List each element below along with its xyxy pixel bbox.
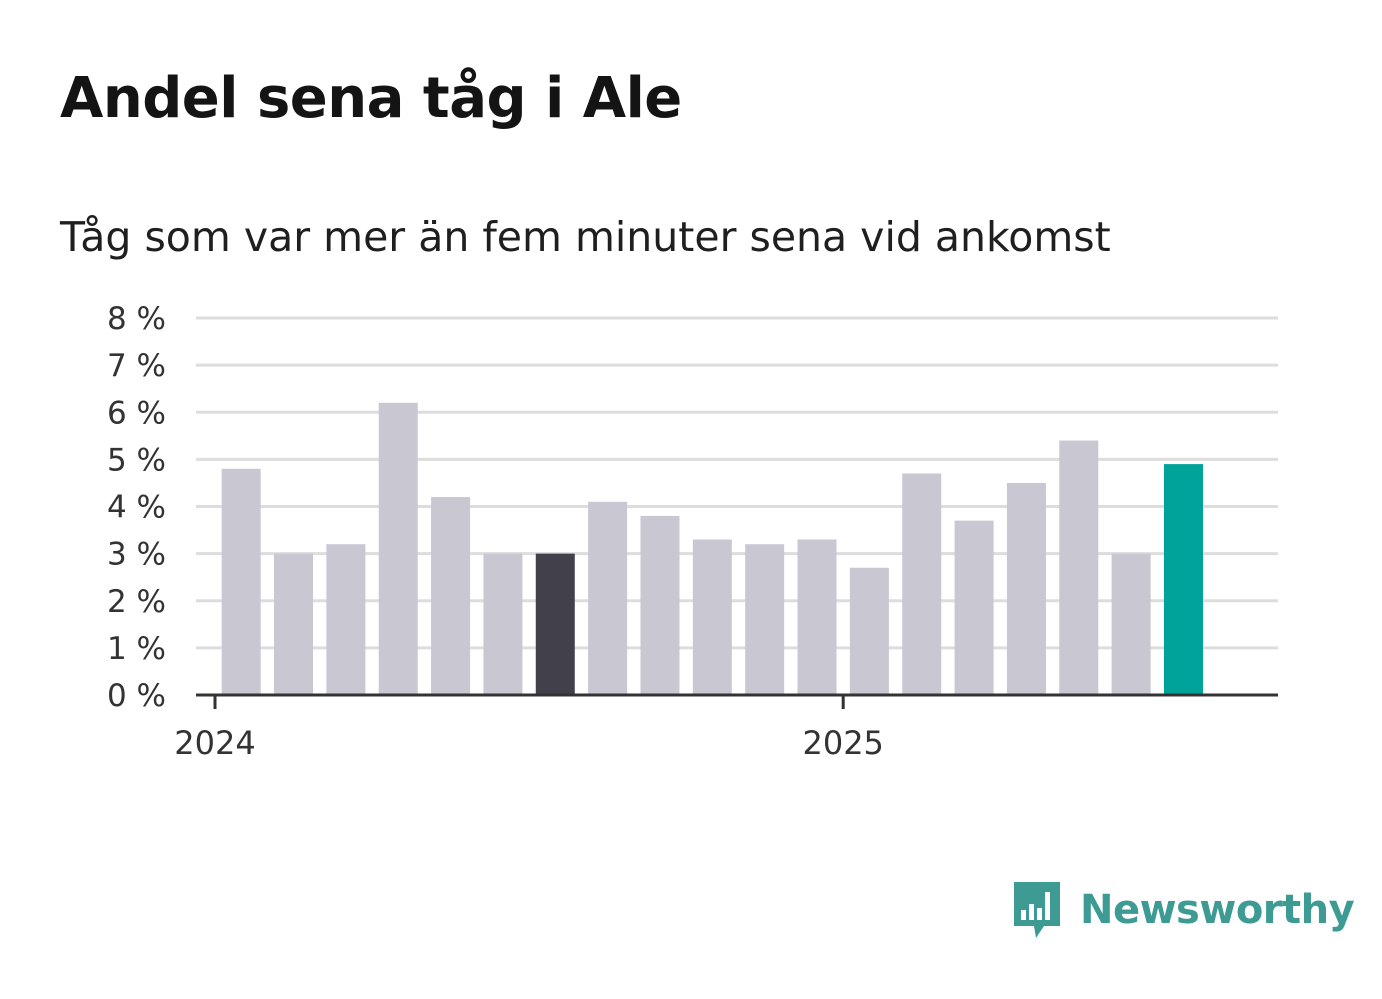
bar-2025-06: [1111, 553, 1151, 695]
y-tick-label: 8 %: [107, 301, 166, 337]
y-tick-label: 6 %: [107, 395, 166, 431]
bar-2024-10: [692, 539, 732, 695]
bar-2024-07: [535, 553, 575, 695]
bar-2024-12: [797, 539, 837, 695]
y-tick-label: 1 %: [107, 631, 166, 667]
bars: [221, 402, 1203, 695]
axis-labels: 0 % 1 % 2 % 3 % 4 % 5 % 6 % 7 % 8 % 2024 2025: [107, 301, 884, 762]
bar-2024-06: [483, 553, 523, 695]
bar-2024-02: [274, 553, 314, 695]
bar-2025-07: [1163, 464, 1203, 695]
chart-title: Andel sena tåg i Ale: [60, 66, 682, 131]
bar-2024-04: [378, 402, 418, 695]
y-tick-label: 2 %: [107, 584, 166, 620]
bar-2025-05: [1059, 440, 1099, 695]
y-tick-label: 5 %: [107, 442, 166, 478]
x-axis: [196, 693, 1278, 709]
bar-2025-02: [902, 473, 942, 695]
y-tick-label: 4 %: [107, 490, 166, 526]
brand-name: Newsworthy: [1080, 887, 1355, 933]
bar-2025-03: [954, 520, 994, 695]
bar-2025-01: [849, 567, 889, 695]
bar-2024-11: [745, 544, 785, 695]
bar-2025-04: [1006, 482, 1046, 695]
bar-2024-05: [431, 497, 471, 695]
y-tick-label: 0 %: [107, 678, 166, 714]
bar-2024-01: [221, 468, 261, 695]
brand-logo: Newsworthy: [1010, 878, 1355, 942]
chart-subtitle: Tåg som var mer än fem minuter sena vid …: [60, 213, 1111, 261]
bar-2024-09: [640, 515, 680, 695]
newsworthy-logo-icon: [1014, 882, 1060, 938]
x-tick-label: 2025: [802, 724, 883, 762]
bar-2024-03: [326, 544, 366, 695]
bar-2024-08: [588, 501, 628, 695]
y-tick-label: 7 %: [107, 348, 166, 384]
x-tick-label: 2024: [174, 724, 255, 762]
y-tick-label: 3 %: [107, 537, 166, 573]
